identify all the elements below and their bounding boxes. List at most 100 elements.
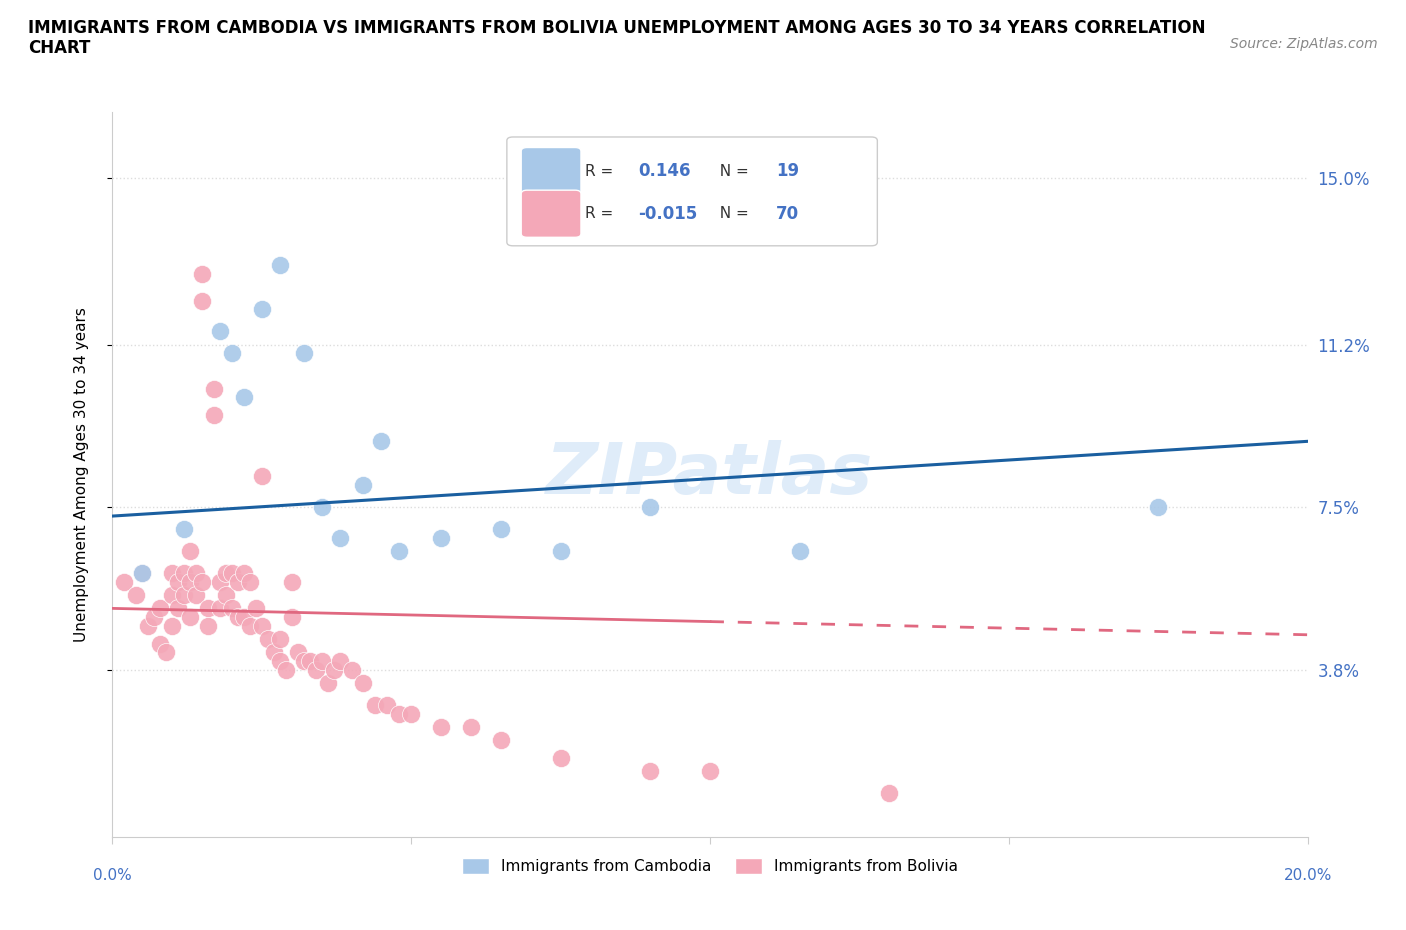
Point — [281, 610, 304, 625]
Point — [186, 565, 208, 580]
Point — [789, 544, 811, 559]
Text: R =: R = — [585, 164, 617, 179]
Point — [430, 720, 453, 735]
Point — [263, 644, 285, 659]
Point — [329, 531, 352, 546]
Point — [215, 565, 238, 580]
Text: IMMIGRANTS FROM CAMBODIA VS IMMIGRANTS FROM BOLIVIA UNEMPLOYMENT AMONG AGES 30 T: IMMIGRANTS FROM CAMBODIA VS IMMIGRANTS F… — [28, 19, 1205, 58]
Point — [125, 588, 148, 603]
Point — [173, 588, 195, 603]
Point — [316, 676, 339, 691]
Point — [364, 698, 387, 712]
Text: 19: 19 — [776, 162, 799, 180]
Point — [401, 707, 423, 722]
Point — [388, 544, 411, 559]
Point — [377, 698, 399, 712]
Point — [167, 601, 190, 616]
Point — [209, 324, 232, 339]
Point — [353, 676, 375, 691]
Point — [202, 407, 225, 422]
Point — [215, 588, 238, 603]
Point — [340, 662, 363, 677]
Point — [179, 575, 201, 590]
Point — [879, 786, 901, 801]
Point — [1147, 499, 1170, 514]
Point — [329, 654, 352, 669]
Point — [221, 601, 243, 616]
Point — [226, 575, 249, 590]
Point — [149, 636, 172, 651]
Point — [191, 575, 214, 590]
Point — [322, 662, 344, 677]
Point — [233, 390, 256, 405]
Point — [149, 601, 172, 616]
Point — [162, 618, 183, 633]
FancyBboxPatch shape — [522, 190, 581, 237]
Point — [550, 544, 572, 559]
Point — [233, 610, 256, 625]
Point — [269, 631, 291, 646]
Text: 0.146: 0.146 — [638, 162, 690, 180]
Y-axis label: Unemployment Among Ages 30 to 34 years: Unemployment Among Ages 30 to 34 years — [75, 307, 89, 642]
Point — [257, 631, 280, 646]
Point — [173, 522, 195, 537]
Point — [388, 707, 411, 722]
Point — [239, 575, 262, 590]
Point — [173, 565, 195, 580]
Point — [430, 531, 453, 546]
Point — [114, 575, 135, 590]
Point — [298, 654, 321, 669]
Point — [143, 610, 166, 625]
Point — [550, 751, 572, 765]
FancyBboxPatch shape — [522, 148, 581, 194]
Point — [489, 733, 512, 748]
Point — [640, 764, 662, 778]
Point — [269, 258, 291, 272]
Point — [167, 575, 190, 590]
FancyBboxPatch shape — [508, 137, 877, 246]
Point — [245, 601, 267, 616]
Point — [489, 522, 512, 537]
Point — [162, 565, 183, 580]
Text: ZIPatlas: ZIPatlas — [547, 440, 873, 509]
Point — [131, 565, 153, 580]
Point — [191, 267, 214, 282]
Text: -0.015: -0.015 — [638, 205, 697, 223]
Point — [287, 644, 309, 659]
Point — [191, 293, 214, 308]
Text: Source: ZipAtlas.com: Source: ZipAtlas.com — [1230, 37, 1378, 51]
Point — [221, 565, 243, 580]
Text: R =: R = — [585, 206, 617, 221]
Point — [292, 654, 315, 669]
Point — [305, 662, 328, 677]
Point — [460, 720, 482, 735]
Text: 20.0%: 20.0% — [1284, 868, 1331, 883]
Point — [179, 544, 201, 559]
Text: 70: 70 — [776, 205, 799, 223]
Point — [221, 346, 243, 361]
Point — [233, 565, 256, 580]
Point — [131, 565, 153, 580]
Point — [699, 764, 721, 778]
Point — [138, 618, 160, 633]
Point — [209, 575, 232, 590]
Point — [250, 469, 273, 484]
Point — [202, 381, 225, 396]
Point — [162, 588, 183, 603]
Point — [311, 499, 333, 514]
Point — [250, 618, 273, 633]
Text: N =: N = — [710, 206, 754, 221]
Point — [209, 601, 232, 616]
Point — [179, 610, 201, 625]
Point — [311, 654, 333, 669]
Point — [226, 610, 249, 625]
Point — [370, 434, 392, 449]
Point — [197, 601, 219, 616]
Point — [353, 478, 375, 493]
Point — [155, 644, 177, 659]
Text: N =: N = — [710, 164, 754, 179]
Point — [186, 588, 208, 603]
Point — [269, 654, 291, 669]
Legend: Immigrants from Cambodia, Immigrants from Bolivia: Immigrants from Cambodia, Immigrants fro… — [456, 852, 965, 880]
Text: 0.0%: 0.0% — [93, 868, 132, 883]
